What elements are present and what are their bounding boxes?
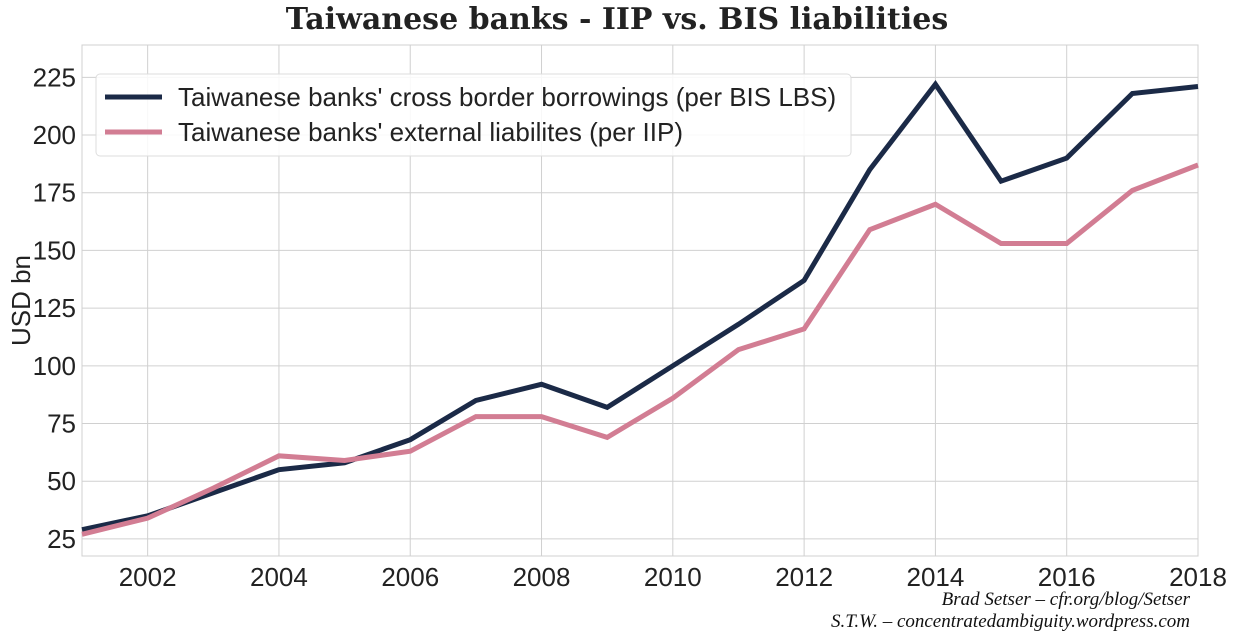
series-line-0: [81, 79, 1199, 533]
legend-label: Taiwanese banks' cross border borrowings…: [178, 82, 836, 112]
y-tick-label: 175: [33, 178, 76, 208]
plot-frame: [81, 44, 1199, 557]
x-tick-label: 2012: [775, 562, 833, 592]
credit-line: S.T.W. – concentratedambiguity.wordpress…: [830, 611, 1190, 632]
y-tick-label: 50: [47, 466, 76, 496]
credits: Brad Setser – cfr.org/blog/Setser S.T.W.…: [831, 589, 1190, 633]
legend-box: [95, 73, 852, 157]
x-tick-label: 2010: [644, 562, 702, 592]
series-line-1: [81, 162, 1199, 537]
chart-title: Taiwanese banks - IIP vs. BIS liabilitie…: [285, 2, 949, 37]
x-tick-label: 2002: [119, 562, 177, 592]
x-tick-label: 2006: [381, 562, 439, 592]
y-axis-label: USD bn: [6, 255, 36, 346]
x-tick-label: 2008: [513, 562, 571, 592]
y-tick-label: 100: [33, 351, 76, 381]
y-tick-label: 200: [33, 120, 76, 150]
y-tick-label: 225: [33, 62, 76, 92]
y-tick-label: 75: [47, 409, 76, 439]
credit-line: Brad Setser – cfr.org/blog/Setser: [941, 589, 1190, 610]
x-tick-label: 2004: [250, 562, 308, 592]
y-tick-label: 150: [33, 235, 76, 265]
y-tick-label: 125: [33, 293, 76, 323]
legend-label: Taiwanese banks' external liabilites (pe…: [178, 117, 683, 147]
x-tick-label: 2016: [1038, 562, 1096, 592]
y-tick-label: 25: [47, 524, 76, 554]
x-tick-label: 2018: [1169, 562, 1227, 592]
x-tick-label: 2014: [906, 562, 964, 592]
